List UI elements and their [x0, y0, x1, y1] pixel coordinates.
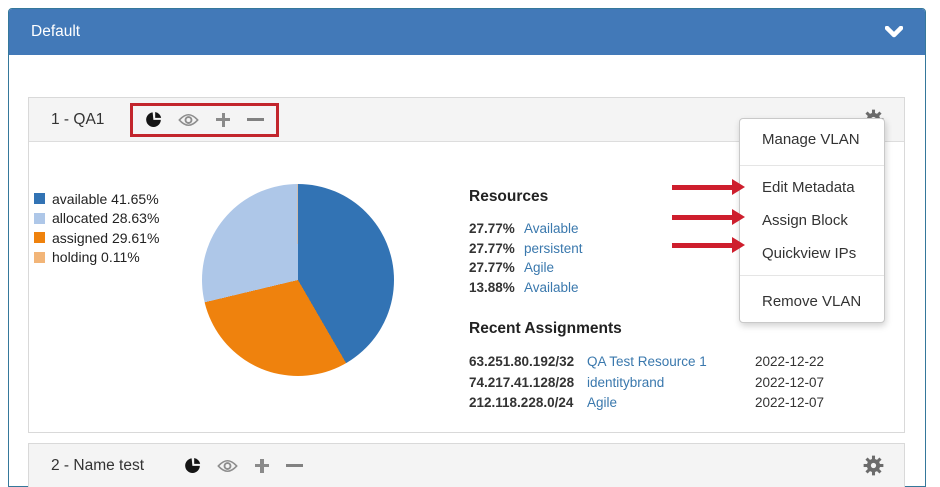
legend-swatch-assigned	[34, 232, 45, 244]
annotation-arrow-assign-block	[672, 209, 745, 225]
legend-swatch-available	[34, 193, 45, 205]
assignment-resource-link[interactable]: identitybrand	[587, 374, 665, 390]
legend-swatch-allocated	[34, 212, 45, 224]
assignment-row: 63.251.80.192/32 QA Test Resource 1 2022-1…	[469, 354, 825, 369]
resource-row: 13.88% Available	[469, 279, 579, 295]
annotation-arrow-quickview-ips	[672, 237, 745, 253]
vlan-panel-2-header: 2 - Name test	[29, 444, 904, 487]
plus-icon[interactable]	[215, 112, 231, 128]
annotation-arrow-edit-metadata	[672, 179, 745, 195]
vlan-panel-2-toolbar	[172, 449, 315, 483]
menu-item-remove-vlan[interactable]: Remove VLAN	[762, 293, 862, 310]
pie-legend: available 41.65% allocated 28.63% assign…	[34, 189, 159, 267]
menu-item-quickview-ips[interactable]: Quickview IPs	[762, 245, 857, 262]
eye-icon[interactable]	[178, 113, 200, 127]
resource-row: 27.77% Agile	[469, 260, 555, 275]
assignment-resource-link[interactable]: Agile	[587, 395, 618, 410]
legend-item-allocated: allocated 28.63%	[34, 209, 159, 229]
chevron-down-icon[interactable]	[885, 26, 903, 38]
vlan-utilization-pie-chart	[202, 184, 394, 376]
assignment-row: 212.118.228.0/24 Agile 2022-12-07	[469, 395, 825, 410]
legend-swatch-holding	[34, 251, 45, 263]
vlan-panel-2: 2 - Name test	[28, 443, 905, 487]
resource-row: 27.77% Available	[469, 221, 579, 236]
recent-assignments-heading: Recent Assignments	[469, 320, 622, 337]
resource-link[interactable]: Available	[524, 221, 579, 236]
vlan-panel-1-title: 1 - QA1	[51, 110, 105, 128]
menu-divider	[740, 275, 884, 276]
resource-link[interactable]: Agile	[524, 260, 555, 275]
assignment-resource-link[interactable]: QA Test Resource 1	[587, 354, 707, 369]
vlan-panel-2-title: 2 - Name test	[51, 456, 145, 474]
accordion-header[interactable]: Default	[9, 9, 925, 55]
annotation-box-toolbar	[130, 102, 280, 137]
resource-row: 27.77% persistent	[469, 240, 583, 256]
eye-icon[interactable]	[217, 459, 238, 473]
menu-item-edit-metadata[interactable]: Edit Metadata	[762, 179, 855, 196]
gear-icon[interactable]	[863, 455, 884, 476]
resource-link[interactable]: Available	[524, 279, 579, 295]
menu-item-assign-block[interactable]: Assign Block	[762, 212, 848, 229]
recent-assignments-section: Recent Assignments 63.251.80.192/32 QA Te…	[469, 320, 939, 414]
resources-heading: Resources	[469, 188, 549, 205]
resource-link[interactable]: persistent	[524, 240, 583, 256]
legend-item-available: available 41.65%	[34, 189, 159, 209]
menu-divider	[740, 165, 884, 166]
legend-item-holding: holding 0.11%	[34, 248, 159, 268]
menu-item-manage-vlan[interactable]: Manage VLAN	[762, 131, 860, 148]
pie-chart-icon[interactable]	[145, 111, 162, 128]
resources-section: Resources 27.77% Available 27.77% persiste…	[469, 188, 929, 297]
legend-item-assigned: assigned 29.61%	[34, 228, 159, 248]
pie-chart-icon[interactable]	[184, 457, 201, 474]
plus-icon[interactable]	[254, 458, 270, 474]
gear-context-menu: Manage VLAN Edit Metadata Assign Block Q…	[739, 118, 885, 323]
menu-icon[interactable]	[286, 462, 304, 470]
assignment-row: 74.217.41.128/28 identitybrand 2022-12-07	[469, 374, 825, 390]
accordion-title: Default	[31, 23, 81, 40]
menu-icon[interactable]	[247, 116, 265, 124]
